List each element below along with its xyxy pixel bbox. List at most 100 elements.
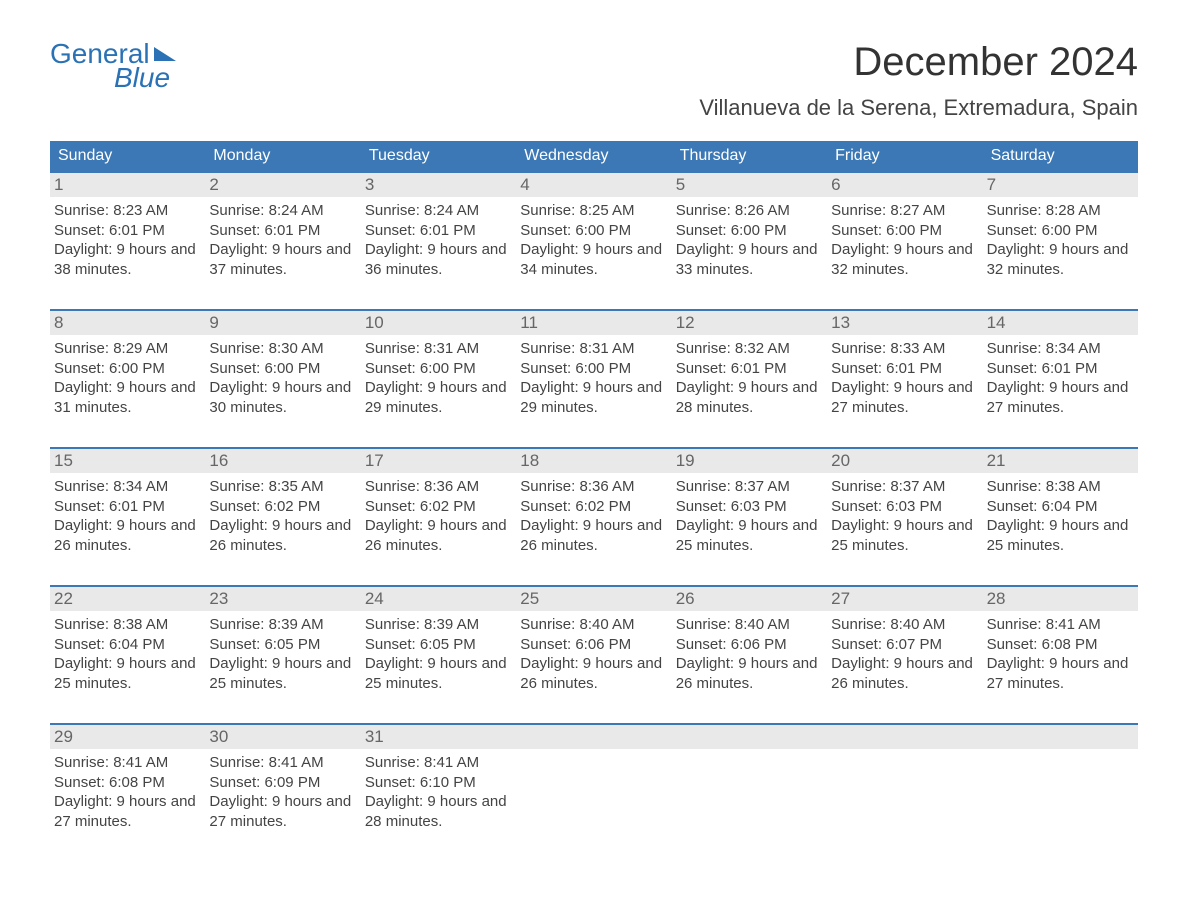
day-number: 21 xyxy=(983,449,1138,473)
daylight-line: Daylight: 9 hours and 33 minutes. xyxy=(676,240,823,279)
sunset-line: Sunset: 6:08 PM xyxy=(54,773,201,793)
sunset-line: Sunset: 6:01 PM xyxy=(831,359,978,379)
daylight-line: Daylight: 9 hours and 27 minutes. xyxy=(54,792,201,831)
sunset-line: Sunset: 6:09 PM xyxy=(209,773,356,793)
daylight-line: Daylight: 9 hours and 30 minutes. xyxy=(209,378,356,417)
daylight-line: Daylight: 9 hours and 25 minutes. xyxy=(54,654,201,693)
sunrise-line: Sunrise: 8:41 AM xyxy=(54,753,201,773)
day-number: 26 xyxy=(672,587,827,611)
page-subtitle: Villanueva de la Serena, Extremadura, Sp… xyxy=(699,95,1138,121)
day-cell: 14Sunrise: 8:34 AMSunset: 6:01 PMDayligh… xyxy=(983,311,1138,425)
day-cell: 9Sunrise: 8:30 AMSunset: 6:00 PMDaylight… xyxy=(205,311,360,425)
sunrise-line: Sunrise: 8:37 AM xyxy=(676,477,823,497)
day-cell: 20Sunrise: 8:37 AMSunset: 6:03 PMDayligh… xyxy=(827,449,982,563)
daylight-line: Daylight: 9 hours and 26 minutes. xyxy=(54,516,201,555)
sunrise-line: Sunrise: 8:29 AM xyxy=(54,339,201,359)
day-number: 27 xyxy=(827,587,982,611)
daylight-line: Daylight: 9 hours and 25 minutes. xyxy=(365,654,512,693)
day-number: 3 xyxy=(361,173,516,197)
day-number-empty xyxy=(672,725,827,749)
daylight-line: Daylight: 9 hours and 38 minutes. xyxy=(54,240,201,279)
sunset-line: Sunset: 6:07 PM xyxy=(831,635,978,655)
day-number: 25 xyxy=(516,587,671,611)
daylight-line: Daylight: 9 hours and 29 minutes. xyxy=(365,378,512,417)
day-cell: 6Sunrise: 8:27 AMSunset: 6:00 PMDaylight… xyxy=(827,173,982,287)
day-number: 16 xyxy=(205,449,360,473)
sunset-line: Sunset: 6:01 PM xyxy=(365,221,512,241)
day-number: 7 xyxy=(983,173,1138,197)
day-cell: 16Sunrise: 8:35 AMSunset: 6:02 PMDayligh… xyxy=(205,449,360,563)
daylight-line: Daylight: 9 hours and 37 minutes. xyxy=(209,240,356,279)
day-number: 5 xyxy=(672,173,827,197)
sunrise-line: Sunrise: 8:31 AM xyxy=(520,339,667,359)
sunrise-line: Sunrise: 8:34 AM xyxy=(987,339,1134,359)
sunrise-line: Sunrise: 8:41 AM xyxy=(987,615,1134,635)
sunset-line: Sunset: 6:00 PM xyxy=(365,359,512,379)
daylight-line: Daylight: 9 hours and 26 minutes. xyxy=(676,654,823,693)
daylight-line: Daylight: 9 hours and 27 minutes. xyxy=(987,378,1134,417)
week-row: 15Sunrise: 8:34 AMSunset: 6:01 PMDayligh… xyxy=(50,447,1138,563)
weekday-header: Saturday xyxy=(983,141,1138,171)
sunrise-line: Sunrise: 8:27 AM xyxy=(831,201,978,221)
weekday-header-row: SundayMondayTuesdayWednesdayThursdayFrid… xyxy=(50,141,1138,171)
weekday-header: Thursday xyxy=(672,141,827,171)
day-number: 31 xyxy=(361,725,516,749)
daylight-line: Daylight: 9 hours and 32 minutes. xyxy=(987,240,1134,279)
logo-triangle-icon xyxy=(154,47,176,61)
sunset-line: Sunset: 6:00 PM xyxy=(520,359,667,379)
sunrise-line: Sunrise: 8:31 AM xyxy=(365,339,512,359)
sunset-line: Sunset: 6:03 PM xyxy=(676,497,823,517)
day-number-empty xyxy=(516,725,671,749)
daylight-line: Daylight: 9 hours and 28 minutes. xyxy=(676,378,823,417)
day-number: 22 xyxy=(50,587,205,611)
day-cell: 27Sunrise: 8:40 AMSunset: 6:07 PMDayligh… xyxy=(827,587,982,701)
sunrise-line: Sunrise: 8:23 AM xyxy=(54,201,201,221)
sunset-line: Sunset: 6:03 PM xyxy=(831,497,978,517)
sunset-line: Sunset: 6:05 PM xyxy=(365,635,512,655)
day-cell: 24Sunrise: 8:39 AMSunset: 6:05 PMDayligh… xyxy=(361,587,516,701)
day-cell: 19Sunrise: 8:37 AMSunset: 6:03 PMDayligh… xyxy=(672,449,827,563)
daylight-line: Daylight: 9 hours and 26 minutes. xyxy=(520,516,667,555)
sunset-line: Sunset: 6:06 PM xyxy=(676,635,823,655)
weekday-header: Monday xyxy=(205,141,360,171)
day-cell xyxy=(983,725,1138,839)
sunset-line: Sunset: 6:06 PM xyxy=(520,635,667,655)
page-title: December 2024 xyxy=(699,40,1138,85)
day-cell: 21Sunrise: 8:38 AMSunset: 6:04 PMDayligh… xyxy=(983,449,1138,563)
day-cell: 23Sunrise: 8:39 AMSunset: 6:05 PMDayligh… xyxy=(205,587,360,701)
day-cell: 10Sunrise: 8:31 AMSunset: 6:00 PMDayligh… xyxy=(361,311,516,425)
day-cell: 18Sunrise: 8:36 AMSunset: 6:02 PMDayligh… xyxy=(516,449,671,563)
daylight-line: Daylight: 9 hours and 27 minutes. xyxy=(987,654,1134,693)
day-number: 30 xyxy=(205,725,360,749)
header: General Blue December 2024 Villanueva de… xyxy=(50,40,1138,121)
day-number: 18 xyxy=(516,449,671,473)
daylight-line: Daylight: 9 hours and 26 minutes. xyxy=(520,654,667,693)
daylight-line: Daylight: 9 hours and 26 minutes. xyxy=(365,516,512,555)
sunset-line: Sunset: 6:00 PM xyxy=(54,359,201,379)
day-number: 23 xyxy=(205,587,360,611)
sunset-line: Sunset: 6:01 PM xyxy=(54,497,201,517)
sunset-line: Sunset: 6:00 PM xyxy=(831,221,978,241)
daylight-line: Daylight: 9 hours and 27 minutes. xyxy=(209,792,356,831)
daylight-line: Daylight: 9 hours and 34 minutes. xyxy=(520,240,667,279)
sunrise-line: Sunrise: 8:41 AM xyxy=(365,753,512,773)
day-number-empty xyxy=(983,725,1138,749)
sunrise-line: Sunrise: 8:40 AM xyxy=(831,615,978,635)
day-number: 9 xyxy=(205,311,360,335)
day-number: 2 xyxy=(205,173,360,197)
day-cell: 28Sunrise: 8:41 AMSunset: 6:08 PMDayligh… xyxy=(983,587,1138,701)
sunrise-line: Sunrise: 8:39 AM xyxy=(365,615,512,635)
sunset-line: Sunset: 6:08 PM xyxy=(987,635,1134,655)
sunrise-line: Sunrise: 8:38 AM xyxy=(54,615,201,635)
day-number: 11 xyxy=(516,311,671,335)
sunset-line: Sunset: 6:01 PM xyxy=(987,359,1134,379)
day-number: 20 xyxy=(827,449,982,473)
week-row: 8Sunrise: 8:29 AMSunset: 6:00 PMDaylight… xyxy=(50,309,1138,425)
sunrise-line: Sunrise: 8:41 AM xyxy=(209,753,356,773)
daylight-line: Daylight: 9 hours and 25 minutes. xyxy=(209,654,356,693)
sunrise-line: Sunrise: 8:28 AM xyxy=(987,201,1134,221)
sunset-line: Sunset: 6:01 PM xyxy=(54,221,201,241)
day-cell: 1Sunrise: 8:23 AMSunset: 6:01 PMDaylight… xyxy=(50,173,205,287)
sunrise-line: Sunrise: 8:25 AM xyxy=(520,201,667,221)
day-number: 12 xyxy=(672,311,827,335)
